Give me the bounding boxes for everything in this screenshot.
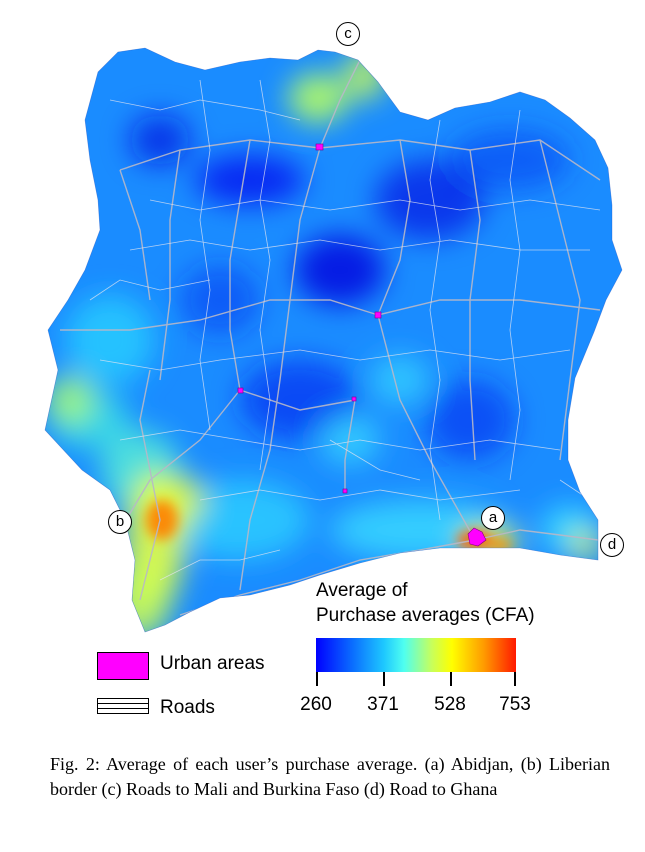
legend-tick — [514, 672, 516, 686]
legend-tick-label: 260 — [300, 694, 332, 715]
marker-b: b — [108, 510, 132, 534]
marker-a: a — [481, 506, 505, 530]
legend-tick-label: 528 — [434, 694, 466, 715]
urban-area — [374, 311, 382, 319]
figure-caption: Fig. 2: Average of each user’s purchase … — [50, 754, 610, 799]
urban-area — [315, 143, 324, 151]
urban-areas — [237, 143, 487, 547]
urban-areas-swatch — [97, 652, 149, 680]
urban-area-abidjan — [467, 527, 487, 547]
roads-swatch — [97, 698, 149, 714]
legend-colorbar — [316, 638, 516, 672]
legend-tick-label: 371 — [367, 694, 399, 715]
urban-area — [342, 488, 348, 494]
map-canvas — [44, 47, 623, 633]
road-network — [60, 59, 601, 616]
legend-title-line2: Purchase averages (CFA) — [316, 605, 535, 626]
legend-tick — [450, 672, 452, 686]
legend-title-line1: Average of — [316, 580, 408, 601]
legend-tick-label: 753 — [499, 694, 531, 715]
heatmap-layer — [45, 48, 622, 632]
marker-c: c — [336, 22, 360, 46]
urban-areas-label: Urban areas — [160, 653, 265, 674]
urban-area — [351, 396, 357, 402]
roads-label: Roads — [160, 697, 215, 718]
legend-tick — [383, 672, 385, 686]
urban-area — [237, 387, 244, 394]
legend-tick — [316, 672, 318, 686]
minor-roads — [89, 79, 601, 581]
marker-d: d — [600, 533, 624, 557]
legend-title: Average of Purchase averages (CFA) — [316, 578, 535, 628]
